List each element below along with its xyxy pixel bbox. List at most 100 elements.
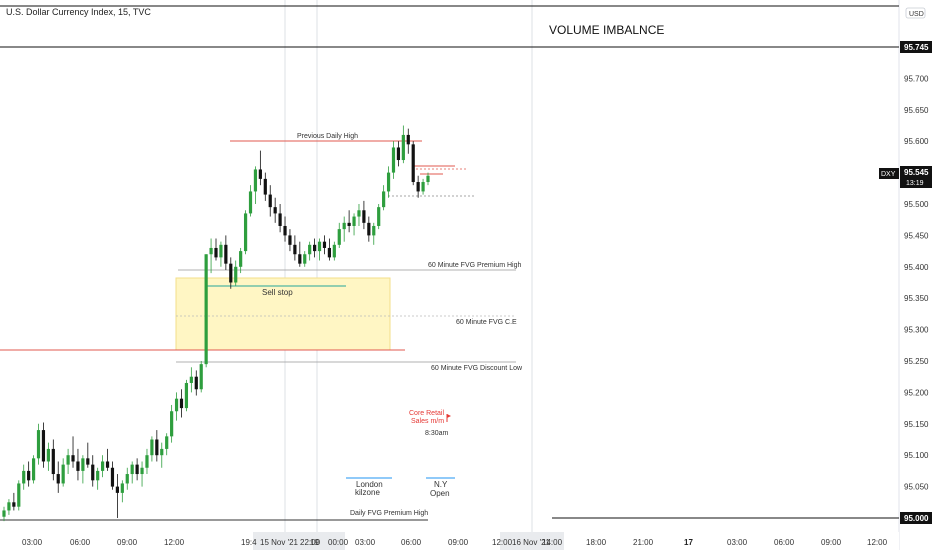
candle[interactable] — [278, 204, 282, 233]
candle[interactable] — [2, 506, 6, 522]
candle[interactable] — [372, 222, 376, 245]
time-axis[interactable]: 03:00 06:00 09:00 12:00 19:4 15 Nov '21 22:001… — [22, 538, 888, 547]
candle[interactable] — [322, 235, 327, 255]
candle[interactable] — [110, 461, 115, 490]
currency-button[interactable]: USD — [905, 7, 926, 19]
candle[interactable] — [288, 229, 292, 252]
candle[interactable] — [224, 235, 228, 270]
candle[interactable] — [396, 141, 401, 167]
candle[interactable] — [416, 175, 420, 198]
candle-body-down — [278, 213, 282, 226]
candle[interactable] — [317, 238, 322, 261]
candle[interactable] — [66, 448, 70, 475]
candle[interactable] — [214, 238, 218, 261]
candle[interactable] — [135, 458, 139, 481]
candle[interactable] — [209, 238, 213, 274]
candle[interactable] — [71, 436, 75, 468]
candle[interactable] — [105, 448, 110, 471]
candle[interactable] — [31, 455, 36, 484]
candle[interactable] — [36, 423, 41, 465]
candle[interactable] — [27, 461, 31, 487]
candle[interactable] — [342, 216, 346, 242]
candle[interactable] — [76, 448, 80, 481]
candle[interactable] — [12, 492, 16, 511]
candle[interactable] — [313, 238, 317, 258]
candle[interactable] — [386, 166, 391, 198]
candle[interactable] — [421, 178, 425, 195]
candle-body-up — [303, 254, 307, 264]
candle[interactable] — [56, 461, 60, 493]
candle[interactable] — [352, 213, 356, 236]
candle[interactable] — [362, 200, 366, 230]
candle[interactable] — [101, 455, 105, 478]
candle[interactable] — [273, 197, 277, 223]
candle[interactable] — [357, 204, 361, 226]
candle[interactable] — [411, 141, 415, 186]
candles-group[interactable] — [2, 125, 430, 522]
candle[interactable] — [293, 235, 297, 261]
candle[interactable] — [382, 185, 386, 211]
candle[interactable] — [96, 467, 100, 490]
candle[interactable] — [155, 430, 159, 462]
candle[interactable] — [125, 467, 129, 490]
candle[interactable] — [229, 257, 233, 289]
candle[interactable] — [86, 442, 90, 468]
candle[interactable] — [347, 210, 351, 233]
candle[interactable] — [91, 455, 95, 487]
candle[interactable] — [179, 389, 184, 418]
candle[interactable] — [426, 172, 430, 186]
time-tick-label: 06:00 — [774, 538, 795, 547]
candle[interactable] — [219, 241, 223, 267]
candle[interactable] — [199, 361, 203, 393]
candle[interactable] — [367, 216, 371, 242]
candle[interactable] — [243, 210, 248, 255]
candle[interactable] — [115, 474, 119, 518]
candle[interactable] — [81, 455, 85, 484]
candle[interactable] — [308, 241, 312, 261]
candle[interactable] — [165, 433, 169, 456]
candle[interactable] — [61, 458, 65, 487]
time-tick-label: 12:00 — [492, 538, 513, 547]
candle[interactable] — [303, 251, 307, 267]
time-tick-label: 09:00 — [117, 538, 138, 547]
candle[interactable] — [194, 370, 198, 396]
candle[interactable] — [337, 222, 341, 248]
candle[interactable] — [17, 480, 21, 511]
price-axis[interactable]: 95.75095.70095.65095.60095.55095.50095.4… — [904, 43, 929, 523]
candle[interactable] — [46, 442, 50, 471]
candle-body-up — [204, 254, 208, 365]
candle[interactable] — [377, 204, 381, 230]
event-flag-icon[interactable] — [446, 414, 451, 422]
candle[interactable] — [140, 461, 144, 487]
candle[interactable] — [130, 461, 134, 484]
candle[interactable] — [401, 125, 405, 164]
candle[interactable] — [174, 392, 179, 421]
candle[interactable] — [170, 404, 174, 443]
candle[interactable] — [22, 464, 26, 490]
candle[interactable] — [51, 439, 55, 481]
candle[interactable] — [327, 238, 331, 261]
candle[interactable] — [263, 172, 267, 201]
candle[interactable] — [145, 448, 149, 475]
candle[interactable] — [258, 150, 262, 186]
candle[interactable] — [160, 442, 164, 468]
candle[interactable] — [332, 241, 336, 261]
candle[interactable] — [234, 260, 238, 286]
candle[interactable] — [268, 185, 272, 217]
candle[interactable] — [204, 254, 208, 368]
candle[interactable] — [283, 216, 287, 242]
candle[interactable] — [248, 185, 253, 217]
candle[interactable] — [41, 422, 46, 468]
candle[interactable] — [184, 379, 189, 412]
candle[interactable] — [406, 128, 410, 154]
candle[interactable] — [189, 367, 193, 393]
candle[interactable] — [253, 166, 258, 204]
candle[interactable] — [120, 480, 124, 503]
candle[interactable] — [239, 247, 243, 274]
candle[interactable] — [150, 436, 154, 462]
candle[interactable] — [7, 499, 11, 515]
candle[interactable] — [391, 141, 396, 179]
candle[interactable] — [298, 241, 302, 267]
candle-body-up — [401, 134, 405, 161]
